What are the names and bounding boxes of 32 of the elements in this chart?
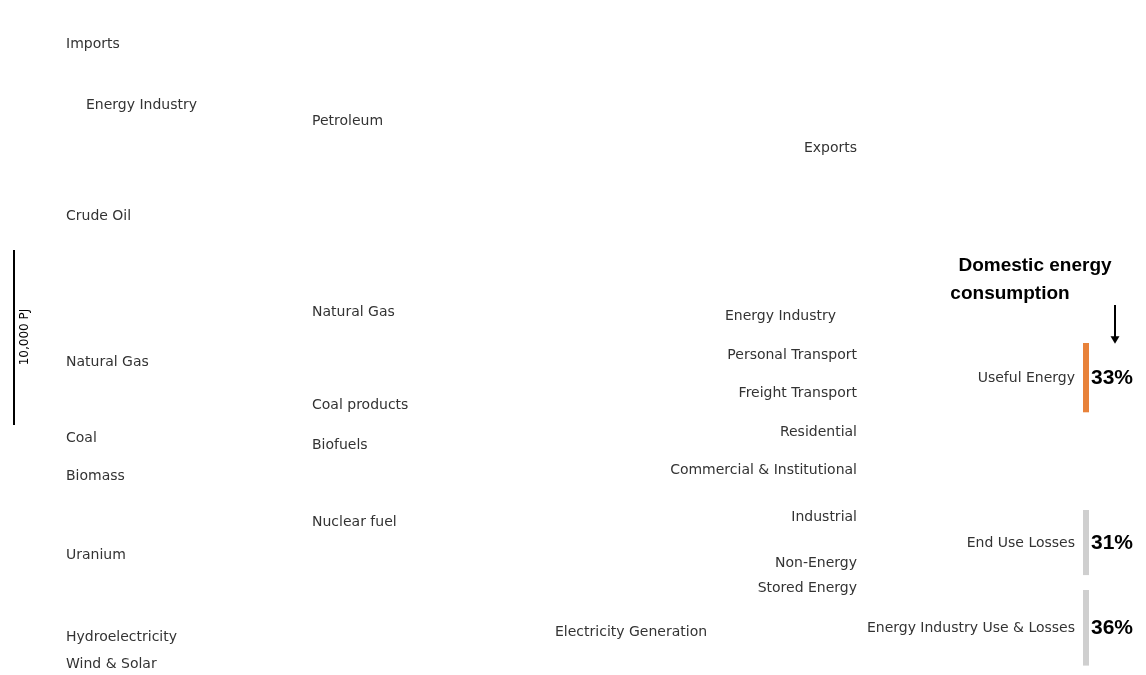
text: Freight Transport bbox=[738, 384, 858, 400]
text: Industrial bbox=[791, 508, 857, 524]
category-label: Useful Energy bbox=[977, 368, 1075, 385]
text: Nuclear fuel bbox=[312, 513, 397, 529]
text: Crude Oil bbox=[66, 207, 132, 223]
text: Petroleum bbox=[312, 112, 384, 128]
text: Imports bbox=[66, 35, 120, 51]
text: Natural Gas bbox=[312, 303, 395, 319]
text: Natural Gas bbox=[66, 353, 149, 369]
text: Wind & Solar bbox=[66, 655, 157, 671]
text: Electricity Generation bbox=[555, 623, 708, 639]
text: 10,000 PJ bbox=[17, 308, 31, 366]
text: Non-Energy bbox=[775, 554, 857, 570]
text: Domestic energy consumption bbox=[950, 254, 1112, 303]
category-label: End Use Losses bbox=[966, 533, 1075, 550]
data-label: 36% bbox=[1091, 614, 1134, 638]
text: Biomass bbox=[66, 467, 125, 483]
text: Energy Industry bbox=[86, 96, 198, 112]
text: Biofuels bbox=[312, 436, 368, 452]
text: Coal products bbox=[312, 396, 409, 412]
text: Exports bbox=[803, 139, 857, 155]
data-label: 31% bbox=[1091, 529, 1134, 553]
text: Coal bbox=[66, 429, 97, 445]
text: Energy Industry bbox=[724, 307, 836, 323]
text: Personal Transport bbox=[727, 346, 858, 362]
text: Residential bbox=[779, 423, 857, 439]
text: Commercial & Institutional bbox=[670, 461, 857, 477]
data-label: 33% bbox=[1091, 364, 1134, 388]
text: Hydroelectricity bbox=[66, 628, 178, 644]
category-label: Energy Industry Use & Losses bbox=[866, 618, 1075, 635]
text: Stored Energy bbox=[757, 579, 857, 595]
text: Uranium bbox=[66, 546, 126, 562]
